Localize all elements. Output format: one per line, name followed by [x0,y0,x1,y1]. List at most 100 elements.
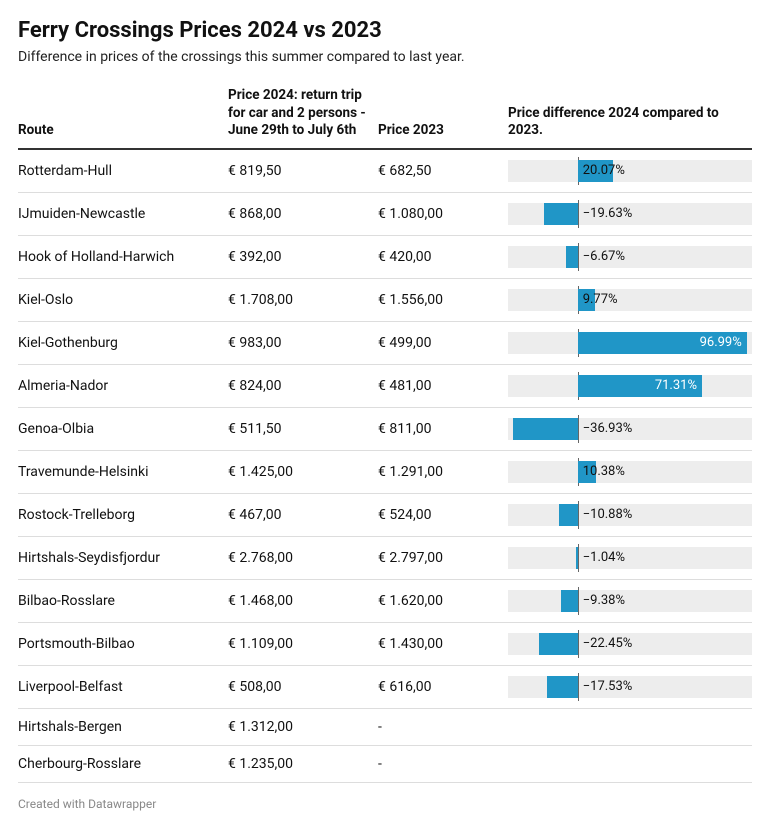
cell-price2024: € 511,50 [228,407,378,450]
cell-price2024: € 1.235,00 [228,745,378,782]
cell-price2024: € 1.109,00 [228,622,378,665]
diff-bar-label: −19.63% [578,203,638,225]
cell-price2023: € 481,00 [378,364,508,407]
col-price2024: Price 2024: return trip for car and 2 pe… [228,87,378,149]
diff-bar-label: −22.45% [578,633,638,655]
cell-diff: 10.38% [508,450,752,493]
diff-bar-track: −9.38% [508,590,752,612]
cell-price2024: € 868,00 [228,192,378,235]
cell-price2023: € 524,00 [378,493,508,536]
cell-route: Almeria-Nador [18,364,228,407]
cell-diff: −9.38% [508,579,752,622]
diff-bar-label: 9.77% [578,289,623,311]
cell-diff: −19.63% [508,192,752,235]
diff-bar-label: 20.07% [578,160,630,182]
cell-diff: −10.88% [508,493,752,536]
diff-bar-label: 71.31% [650,375,702,397]
footer-credit: Created with Datawrapper [18,797,752,811]
cell-price2024: € 392,00 [228,235,378,278]
cell-price2024: € 467,00 [228,493,378,536]
cell-route: Travemunde-Helsinki [18,450,228,493]
cell-route: Rotterdam-Hull [18,149,228,193]
cell-price2023: € 499,00 [378,321,508,364]
cell-diff: 9.77% [508,278,752,321]
cell-route: Liverpool-Belfast [18,665,228,708]
diff-bar-track: −22.45% [508,633,752,655]
cell-price2023: € 2.797,00 [378,536,508,579]
diff-bar-track: −19.63% [508,203,752,225]
table-header-row: Route Price 2024: return trip for car an… [18,87,752,149]
cell-price2023: - [378,708,508,745]
cell-diff: 20.07% [508,149,752,193]
diff-bar-track: 20.07% [508,160,752,182]
cell-route: Kiel-Gothenburg [18,321,228,364]
cell-price2023: € 420,00 [378,235,508,278]
cell-price2024: € 1.425,00 [228,450,378,493]
table-row: Cherbourg-Rosslare€ 1.235,00- [18,745,752,782]
cell-diff: −1.04% [508,536,752,579]
cell-route: Cherbourg-Rosslare [18,745,228,782]
cell-price2023: - [378,745,508,782]
cell-price2024: € 2.768,00 [228,536,378,579]
table-row: Portsmouth-Bilbao€ 1.109,00€ 1.430,00−22… [18,622,752,665]
diff-bar-label: −17.53% [578,676,638,698]
cell-route: Kiel-Oslo [18,278,228,321]
diff-bar-label: −10.88% [578,504,638,526]
page-title: Ferry Crossings Prices 2024 vs 2023 [18,18,752,43]
cell-price2023: € 616,00 [378,665,508,708]
cell-diff: −36.93% [508,407,752,450]
diff-bar [566,246,578,268]
cell-price2023: € 1.556,00 [378,278,508,321]
diff-bar-track: 9.77% [508,289,752,311]
cell-price2024: € 508,00 [228,665,378,708]
diff-bar-track: 71.31% [508,375,752,397]
cell-price2023: € 1.620,00 [378,579,508,622]
diff-bar-label: 96.99% [695,332,747,354]
cell-price2024: € 1.708,00 [228,278,378,321]
table-row: Kiel-Gothenburg€ 983,00€ 499,0096.99% [18,321,752,364]
cell-price2024: € 819,50 [228,149,378,193]
cell-price2024: € 1.468,00 [228,579,378,622]
table-row: Genoa-Olbia€ 511,50€ 811,00 −36.93% [18,407,752,450]
diff-bar-track: −10.88% [508,504,752,526]
diff-bar-label: −36.93% [578,418,638,440]
table-row: Travemunde-Helsinki€ 1.425,00€ 1.291,00 1… [18,450,752,493]
diff-bar-label: 10.38% [578,461,630,483]
diff-bar-track: 10.38% [508,461,752,483]
cell-route: IJmuiden-Newcastle [18,192,228,235]
cell-route: Hook of Holland-Harwich [18,235,228,278]
cell-price2023: € 1.291,00 [378,450,508,493]
cell-diff [508,745,752,782]
diff-bar-track: 96.99% [508,332,752,354]
diff-bar-track: −36.93% [508,418,752,440]
diff-bar-label: −9.38% [578,590,630,612]
table-row: Rotterdam-Hull€ 819,50€ 682,50 20.07% [18,149,752,193]
diff-bar [544,203,578,225]
diff-bar-track: −17.53% [508,676,752,698]
cell-price2024: € 824,00 [228,364,378,407]
cell-route: Hirtshals-Bergen [18,708,228,745]
diff-bar [559,504,578,526]
diff-bar [539,633,578,655]
table-row: Kiel-Oslo€ 1.708,00€ 1.556,00 9.77% [18,278,752,321]
cell-price2023: € 811,00 [378,407,508,450]
cell-diff: −22.45% [508,622,752,665]
cell-route: Hirtshals-Seydisfjordur [18,536,228,579]
cell-price2023: € 682,50 [378,149,508,193]
diff-bar [513,418,577,440]
cell-route: Genoa-Olbia [18,407,228,450]
cell-route: Bilbao-Rosslare [18,579,228,622]
diff-bar-label: −1.04% [578,547,630,569]
diff-bar-label: −6.67% [578,246,630,268]
table-row: Hirtshals-Bergen€ 1.312,00- [18,708,752,745]
price-table: Route Price 2024: return trip for car an… [18,87,752,783]
cell-route: Rostock-Trelleborg [18,493,228,536]
table-row: Rostock-Trelleborg€ 467,00€ 524,00 −10.88… [18,493,752,536]
table-row: Bilbao-Rosslare€ 1.468,00€ 1.620,00 −9.38… [18,579,752,622]
cell-price2024: € 1.312,00 [228,708,378,745]
table-row: IJmuiden-Newcastle€ 868,00€ 1.080,00−19.… [18,192,752,235]
cell-diff: −17.53% [508,665,752,708]
table-row: Almeria-Nador€ 824,00€ 481,00 71.31% [18,364,752,407]
cell-diff: 96.99% [508,321,752,364]
col-price2023: Price 2023 [378,87,508,149]
